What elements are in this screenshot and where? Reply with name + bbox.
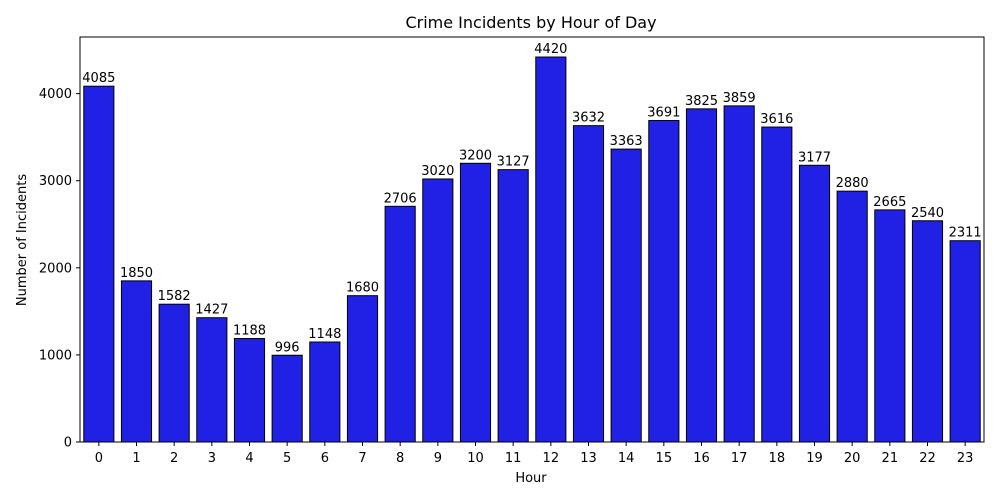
data-label-hour-15: 3691: [647, 106, 680, 121]
bar-hour-4: [233, 338, 266, 443]
bar-hour-17: [723, 105, 755, 443]
data-label-hour-11: 3127: [497, 155, 530, 170]
x-tick-label-12: 12: [543, 451, 560, 466]
bar-hour-5: [271, 354, 303, 443]
data-label-hour-10: 3200: [459, 148, 492, 163]
y-tick-label-0: 0: [64, 436, 72, 451]
x-tick-label-18: 18: [769, 451, 786, 466]
bar-hour-21: [874, 209, 906, 443]
x-tick-label-16: 16: [693, 451, 710, 466]
data-label-hour-20: 2880: [836, 176, 869, 191]
data-label-hour-12: 4420: [534, 42, 567, 57]
data-label-hour-3: 1427: [195, 303, 228, 318]
data-label-hour-19: 3177: [798, 150, 831, 165]
y-tick-label-4000: 4000: [39, 87, 72, 102]
data-label-hour-7: 1680: [346, 281, 379, 296]
data-label-hour-5: 996: [275, 340, 300, 355]
bars-layer: [83, 56, 981, 443]
x-tick-label-3: 3: [208, 451, 216, 466]
bar-hour-23: [949, 240, 981, 443]
y-tick-label-2000: 2000: [39, 261, 72, 276]
y-tick-label-1000: 1000: [39, 348, 72, 363]
bar-hour-14: [610, 148, 642, 443]
bar-hour-18: [761, 126, 793, 443]
x-tick-label-13: 13: [580, 451, 597, 466]
x-tick-label-21: 21: [882, 451, 899, 466]
bar-hour-19: [798, 164, 831, 443]
bar-hour-7: [346, 295, 379, 443]
x-tick-label-15: 15: [656, 451, 673, 466]
x-tick-label-6: 6: [321, 451, 329, 466]
chart-title: Crime Incidents by Hour of Day: [405, 13, 656, 32]
bar-hour-15: [648, 120, 680, 443]
axes-layer: 0 1 2 3 4 5 6 7 8 9 10 11 12 13 14 15 16 17 18 19 20 21 22 2301…: [39, 36, 985, 466]
data-label-hour-23: 2311: [949, 226, 982, 241]
data-label-hour-22: 2540: [911, 206, 944, 221]
data-label-hour-9: 3020: [421, 164, 454, 179]
bar-hour-20: [836, 190, 868, 443]
data-label-hour-21: 2665: [873, 195, 906, 210]
bar-hour-22: [911, 220, 944, 443]
data-label-hour-6: 1148: [308, 327, 341, 342]
x-tick-label-4: 4: [245, 451, 253, 466]
x-tick-label-11: 11: [505, 451, 522, 466]
data-label-hour-4: 1188: [233, 324, 266, 339]
x-tick-label-17: 17: [731, 451, 748, 466]
x-tick-label-8: 8: [396, 451, 404, 466]
data-label-hour-13: 3632: [572, 111, 605, 126]
labels-layer: 4085 1850 1582 1427 1188 996 1148 1680 2706 3020 3…: [82, 42, 981, 355]
bar-hour-10: [459, 162, 492, 443]
plot-frame: [79, 36, 985, 443]
x-tick-label-7: 7: [358, 451, 366, 466]
bar-hour-0: [83, 85, 115, 443]
x-tick-label-2: 2: [170, 451, 178, 466]
x-tick-label-10: 10: [467, 451, 484, 466]
x-axis-label: Hour: [515, 471, 547, 486]
bar-hour-9: [422, 178, 454, 443]
x-tick-label-1: 1: [132, 451, 140, 466]
x-tick-label-14: 14: [618, 451, 635, 466]
bar-hour-12: [535, 56, 567, 443]
data-label-hour-16: 3825: [685, 94, 718, 109]
x-tick-label-0: 0: [95, 451, 103, 466]
x-tick-label-5: 5: [283, 451, 291, 466]
bar-hour-1: [120, 280, 153, 443]
data-label-hour-0: 4085: [82, 71, 115, 86]
data-label-hour-18: 3616: [760, 112, 793, 127]
data-label-hour-14: 3363: [610, 134, 643, 149]
data-label-hour-17: 3859: [723, 91, 756, 106]
y-tick-label-3000: 3000: [39, 174, 72, 189]
x-tick-label-19: 19: [806, 451, 823, 466]
bar-hour-2: [158, 303, 190, 443]
bar-hour-11: [497, 169, 529, 443]
bar-hour-16: [685, 108, 718, 443]
data-label-hour-8: 2706: [384, 191, 417, 206]
x-tick-label-22: 22: [919, 451, 936, 466]
x-tick-label-20: 20: [844, 451, 861, 466]
bar-hour-6: [309, 341, 341, 443]
bar-hour-3: [196, 317, 228, 443]
y-axis-label: Number of Incidents: [15, 174, 30, 306]
x-tick-label-23: 23: [957, 451, 974, 466]
x-tick-label-9: 9: [434, 451, 442, 466]
data-label-hour-2: 1582: [158, 289, 191, 304]
data-label-hour-1: 1850: [120, 266, 153, 281]
bar-hour-13: [572, 125, 605, 443]
bar-hour-8: [384, 205, 416, 443]
